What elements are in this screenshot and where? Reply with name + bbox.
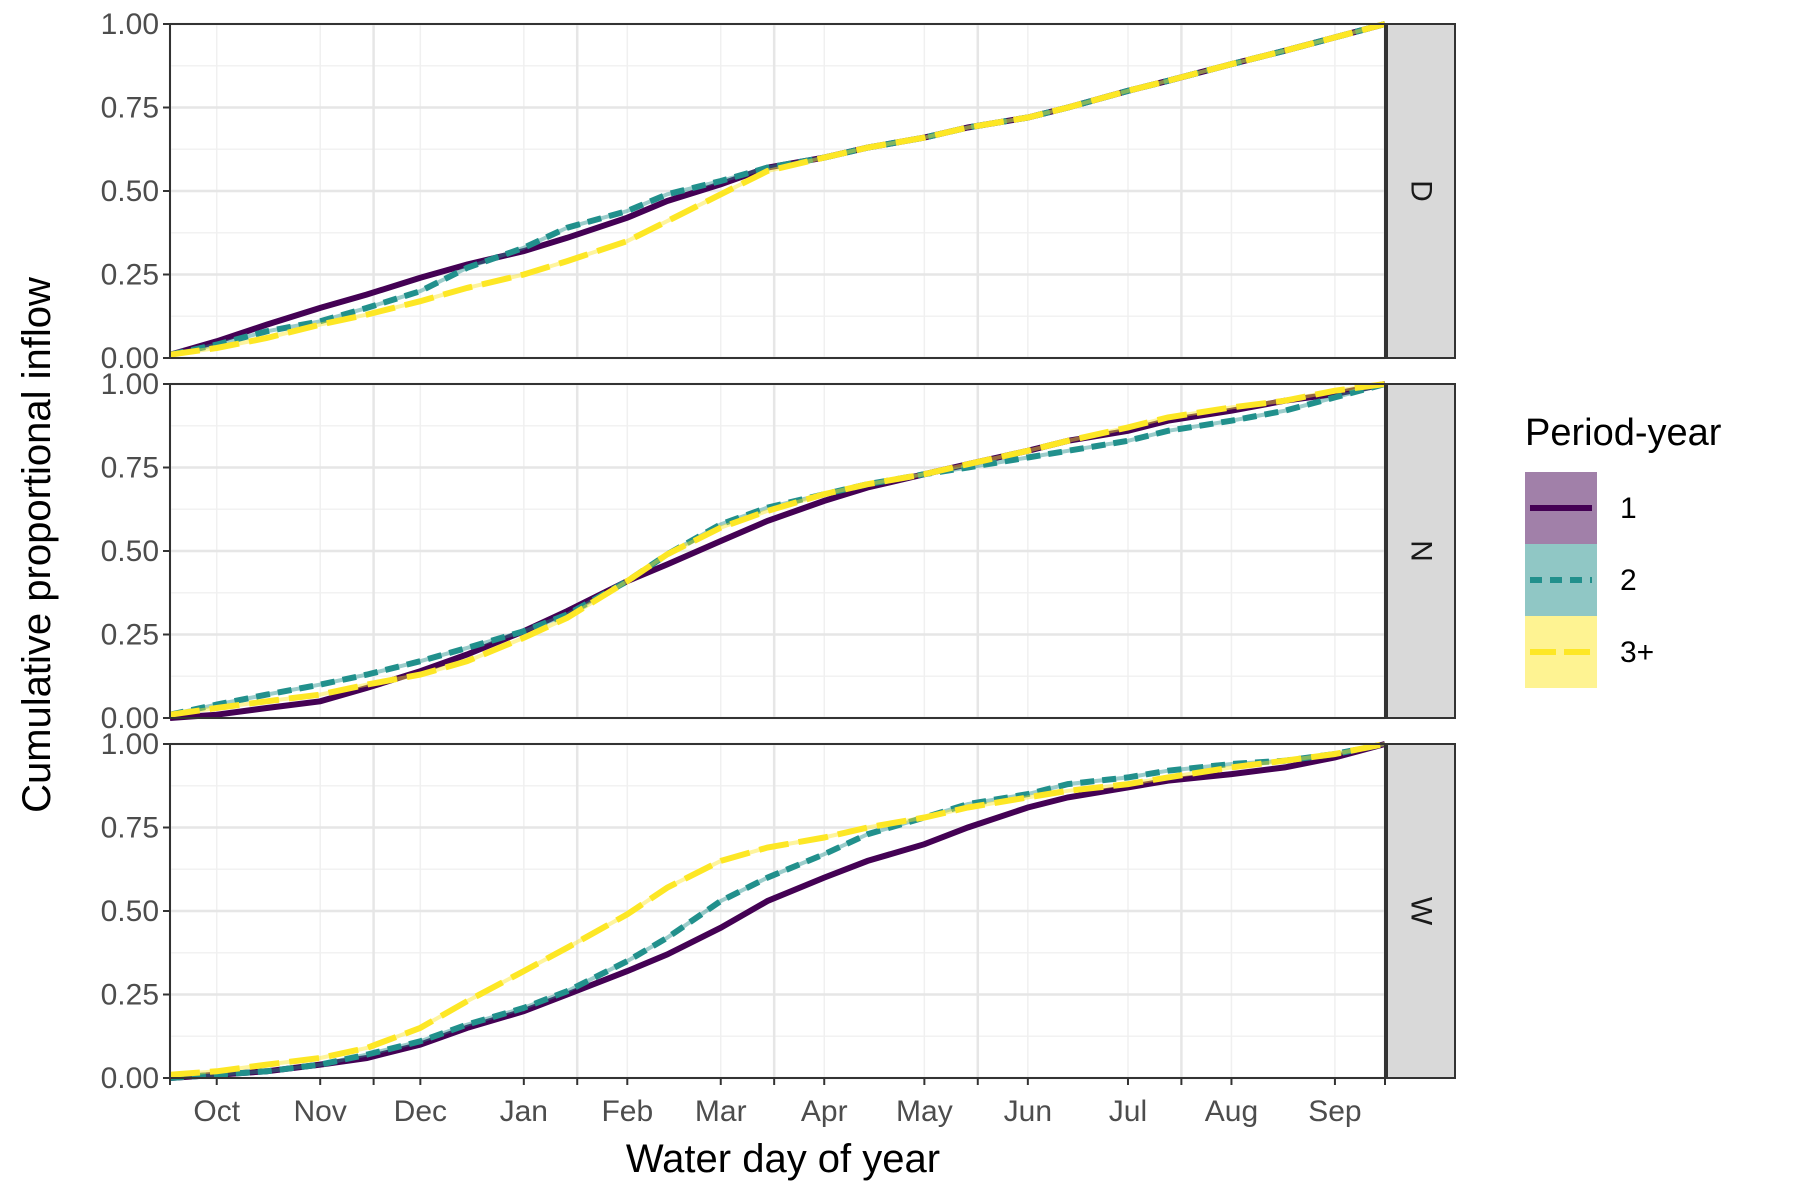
x-tick-label: Oct [193, 1095, 240, 1128]
legend-key-3+: 3+ [1525, 616, 1654, 688]
panel-D: D 0.00 0.25 0.50 0.75 1.00 [101, 8, 1456, 375]
series-line-2 [169, 381, 1386, 718]
x-tick-label: Sep [1308, 1095, 1361, 1128]
x-tick-label: May [896, 1095, 953, 1128]
legend-title: Period-year [1525, 412, 1722, 454]
legend-key-1: 1 [1525, 472, 1637, 544]
y-tick-label: 0.00 [101, 702, 159, 735]
series-line-1 [169, 741, 1386, 1081]
y-tick-label: 0.25 [101, 259, 159, 292]
x-tick-label: Dec [394, 1095, 447, 1128]
panel-W: W 0.00 0.25 0.50 0.75 1.00 [101, 728, 1456, 1095]
panels: D 0.00 0.25 0.50 0.75 1.00 N 0.00 0.25 0.50 0.75 1.… [101, 8, 1456, 1095]
panel-N: N 0.00 0.25 0.50 0.75 1.00 [101, 368, 1456, 735]
x-axis: Oct Nov Dec Jan Feb Mar Apr May Jun Jul Aug Sep [169, 1078, 1386, 1128]
strip-label: N [1405, 540, 1438, 562]
series-line-2 [169, 741, 1386, 1081]
y-tick-label: 0.25 [101, 979, 159, 1012]
series-line-1 [169, 381, 1386, 721]
x-tick-label: Aug [1205, 1095, 1258, 1128]
strip-box [1386, 23, 1456, 359]
y-tick-label: 0.00 [101, 342, 159, 375]
series-line-3+ [169, 21, 1386, 358]
series-line-3+ [169, 381, 1386, 718]
y-tick-label: 1.00 [101, 368, 159, 401]
x-tick-label: Apr [801, 1095, 848, 1128]
x-tick-label: Jan [500, 1095, 548, 1128]
y-tick-label: 0.50 [101, 535, 159, 568]
y-tick-label: 0.50 [101, 895, 159, 928]
y-tick-label: 1.00 [101, 8, 159, 41]
strip-box [1386, 383, 1456, 719]
y-tick-label: 1.00 [101, 728, 159, 761]
x-tick-label: Jul [1109, 1095, 1147, 1128]
strip-label: D [1405, 180, 1438, 202]
x-tick-label: Mar [695, 1095, 747, 1128]
y-tick-label: 0.50 [101, 175, 159, 208]
legend-label: 1 [1620, 492, 1637, 525]
series-line-2 [169, 21, 1386, 358]
legend-label: 2 [1620, 564, 1637, 597]
strip-label: W [1405, 897, 1438, 926]
strip-box [1386, 743, 1456, 1079]
y-tick-label: 0.00 [101, 1062, 159, 1095]
legend-label: 3+ [1620, 636, 1654, 669]
legend: Period-year 1 2 3+ [1525, 412, 1722, 688]
legend-key-2: 2 [1525, 544, 1637, 616]
x-tick-label: Jun [1004, 1095, 1052, 1128]
series-line-3+ [169, 741, 1386, 1078]
y-tick-label: 0.25 [101, 619, 159, 652]
x-axis-title: Water day of year [626, 1137, 940, 1181]
x-tick-label: Nov [294, 1095, 347, 1128]
y-axis-title: Cumulative proportional inflow [15, 277, 59, 813]
x-tick-label: Feb [601, 1095, 653, 1128]
y-tick-label: 0.75 [101, 812, 159, 845]
y-tick-label: 0.75 [101, 92, 159, 125]
y-tick-label: 0.75 [101, 452, 159, 485]
